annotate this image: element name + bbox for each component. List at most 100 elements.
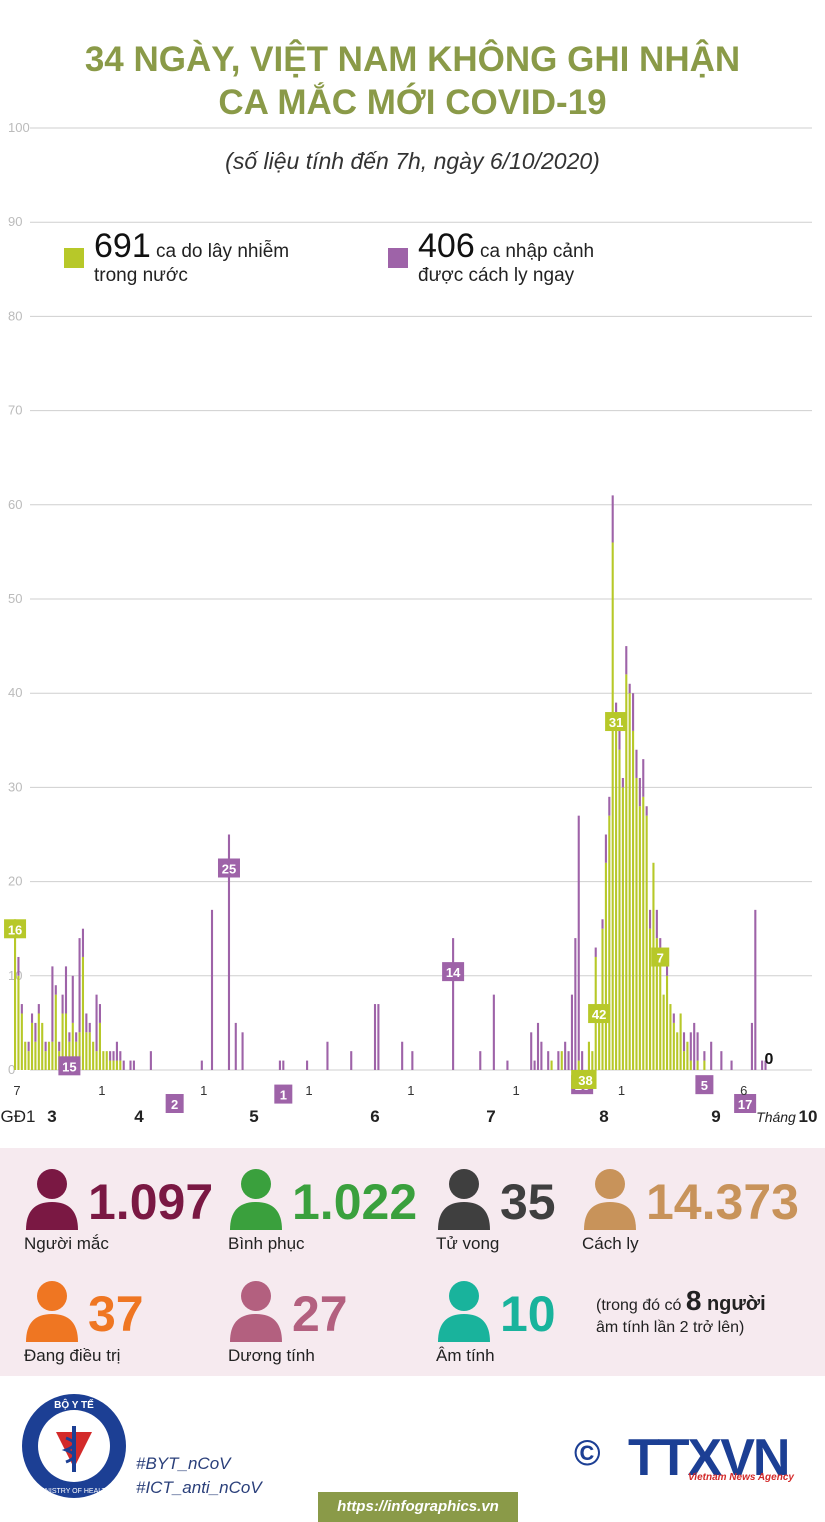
bar-imported [642,759,645,797]
bar-imported [608,796,611,816]
bar-imported [655,909,658,939]
bar-imported [645,806,648,816]
bar-domestic [601,928,604,1070]
title-line-1: 34 NGÀY, VIỆT NAM KHÔNG GHI NHẬN [84,40,741,79]
bar-imported [129,1060,132,1070]
bar-imported [88,1022,91,1033]
bar-domestic [628,693,631,1070]
legend-text-imported-2: được cách ly ngay [418,265,575,286]
copyright-icon: © [574,1432,601,1473]
chart-grid [30,127,812,1071]
x-day-label: 1 [618,1083,625,1098]
bar-domestic [591,1051,594,1070]
bar-domestic [615,712,618,1070]
y-tick-label: 0 [8,1062,15,1077]
bar-domestic [47,1041,51,1070]
bar-domestic [577,1060,580,1070]
bar-domestic [37,1013,40,1070]
website-link[interactable]: https://infographics.vn [318,1492,518,1522]
bar-imported [234,1022,237,1070]
bar-imported [720,1051,723,1070]
legend-swatch-imported [388,248,408,268]
bar-imported [227,834,231,1070]
bar-imported [68,1032,71,1042]
annotation-label: 5 [701,1078,708,1093]
bar-imported [132,1060,135,1070]
bar-imported [574,938,577,1070]
bar-imported [570,994,574,1070]
legend-text-domestic-2: trong nước [94,265,188,286]
bar-imported [411,1051,414,1070]
bar-imported [710,1041,713,1070]
bar-imported [71,975,74,1023]
bar-imported [377,1004,380,1070]
bar-imported [282,1060,285,1070]
y-tick-label: 30 [8,779,22,794]
annotation-label: 0 [764,1051,773,1068]
annotation-label: 15 [62,1059,76,1074]
y-tick-label: 50 [8,591,22,606]
annotation-label: 2 [171,1097,178,1112]
y-tick-label: 70 [8,403,22,418]
annotation-box [217,858,240,878]
stat-value: 10 [500,1286,556,1342]
x-month-label: 7 [486,1107,495,1126]
bar-domestic [54,994,57,1070]
note-number: 8 [685,1285,702,1316]
bar-domestic [75,1041,78,1070]
annotation-box [442,962,465,982]
annotation-box [58,1056,81,1076]
bar-imported [761,1060,764,1070]
bar-domestic [686,1041,689,1070]
bar-domestic [642,796,645,1070]
bar-imported [241,1032,244,1070]
person-icon [438,1169,490,1230]
bar-imported [618,730,621,750]
bar-imported [601,919,604,929]
bar-imported [696,1032,699,1061]
bar-imported [350,1051,353,1070]
bar-imported [109,1051,112,1061]
legend-text-domestic-1: ca do lây nhiễm [156,241,290,262]
bar-imported [27,1041,30,1052]
annotation-label: 16 [8,922,22,937]
bar-domestic [645,815,648,1070]
y-tick-label: 40 [8,685,22,700]
bar-domestic [550,1060,553,1070]
bar-imported [611,495,614,543]
annotation-box [605,712,628,732]
legend-domestic: 691 ca do lây nhiễm trong nước [64,229,290,288]
bar-imported [632,693,635,731]
chart-subtitle: (số liệu tính đến 7h, ngày 6/10/2020) [225,148,600,174]
annotation-label: 17 [738,1097,752,1112]
bar-imported [533,1060,536,1070]
annotation-box [274,1084,293,1104]
person-icon [438,1281,490,1342]
x-month-label: GĐ1 [1,1107,36,1126]
bar-imported [492,994,495,1070]
annotation-box [651,947,670,967]
bar-imported [200,1060,203,1070]
x-day-label: 1 [98,1083,105,1098]
x-month-label: 4 [134,1107,144,1126]
bar-imported [20,1004,23,1014]
bar-domestic [635,777,638,1070]
bar-imported [122,1060,125,1070]
bar-imported [95,994,98,1052]
stats-panel [0,1148,825,1376]
bar-domestic [112,1060,115,1070]
bar-domestic [20,1013,23,1070]
chart-bars [14,495,767,1070]
ministry-of-health-logo: BỘ Y TẾ MINISTRY OF HEALTH [22,1394,126,1498]
bar-imported [750,1022,753,1070]
stat-label: Cách ly [582,1234,639,1253]
bar-domestic [119,1060,122,1070]
bar-imported [547,1051,550,1070]
bar-domestic [604,862,607,1070]
bar-domestic [676,1032,679,1070]
annotation-label: 14 [446,965,461,980]
bar-domestic [689,1060,692,1070]
bar-domestic [51,1041,54,1070]
bar-imported [530,1032,533,1070]
legend-swatch-domestic [64,248,84,268]
